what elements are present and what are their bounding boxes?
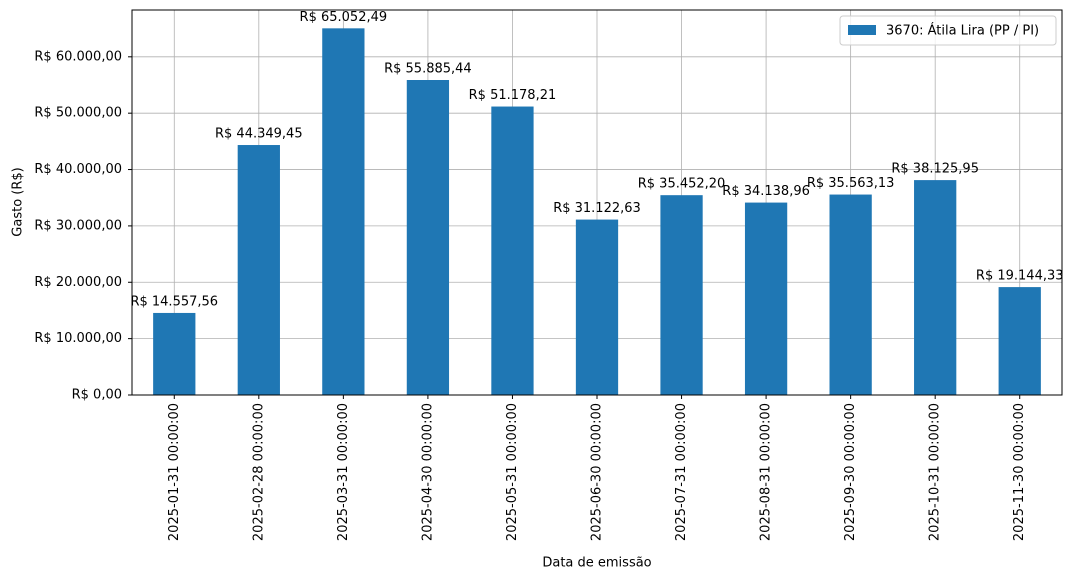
plot-frame	[131, 9, 1063, 396]
y-axis-label: Gasto (R$)	[11, 167, 26, 236]
legend-label: 3670: Átila Lira (PP / PI)	[886, 23, 1039, 39]
bar	[829, 194, 872, 395]
bar	[744, 202, 788, 395]
x-tick-label: 2025-08-31 00:00:00	[759, 403, 774, 541]
value-label: R$ 34.138,96	[722, 184, 810, 199]
value-label: R$ 65.052,49	[300, 10, 388, 25]
x-tick-label: 2025-04-30 00:00:00	[420, 403, 435, 541]
x-tick-label: 2025-01-31 00:00:00	[167, 403, 182, 541]
x-tick-label: 2025-10-31 00:00:00	[928, 403, 943, 541]
x-tick-label: 2025-09-30 00:00:00	[843, 403, 858, 541]
y-tick-label: R$ 10.000,00	[34, 331, 122, 346]
bar	[575, 219, 619, 395]
value-label: R$ 19.144,33	[976, 269, 1064, 284]
legend-swatch	[848, 25, 876, 35]
y-tick-label: R$ 20.000,00	[34, 275, 122, 290]
y-tick-label: R$ 60.000,00	[34, 49, 122, 64]
x-tick-label: 2025-05-31 00:00:00	[505, 403, 520, 541]
bar	[998, 287, 1041, 395]
x-tick-label: 2025-11-30 00:00:00	[1012, 403, 1027, 541]
legend-box	[839, 15, 1057, 46]
y-tick-label: R$ 50.000,00	[34, 106, 122, 121]
value-label: R$ 14.557,56	[130, 294, 218, 309]
x-tick-label: 2025-02-28 00:00:00	[251, 403, 266, 541]
value-label: R$ 31.122,63	[553, 201, 641, 216]
y-tick-label: R$ 40.000,00	[34, 162, 122, 177]
bar	[406, 80, 450, 395]
bar	[153, 312, 196, 395]
value-label: R$ 51.178,21	[469, 88, 557, 103]
value-label: R$ 35.563,13	[807, 176, 895, 191]
y-tick-label: R$ 30.000,00	[34, 218, 122, 233]
value-label: R$ 38.125,95	[891, 162, 979, 177]
value-label: R$ 35.452,20	[638, 177, 726, 192]
bar	[660, 195, 703, 395]
x-tick-label: 2025-07-31 00:00:00	[674, 403, 689, 541]
bar	[914, 180, 957, 395]
x-tick-label: 2025-03-31 00:00:00	[336, 403, 351, 541]
value-label: R$ 55.885,44	[384, 62, 472, 77]
x-tick-label: 2025-06-30 00:00:00	[590, 403, 605, 541]
x-axis-label: Data de emissão	[542, 556, 651, 571]
bar	[237, 145, 280, 395]
y-tick-label: R$ 0,00	[72, 388, 122, 403]
value-label: R$ 44.349,45	[215, 127, 303, 142]
bar	[322, 28, 365, 396]
bar	[491, 106, 534, 396]
